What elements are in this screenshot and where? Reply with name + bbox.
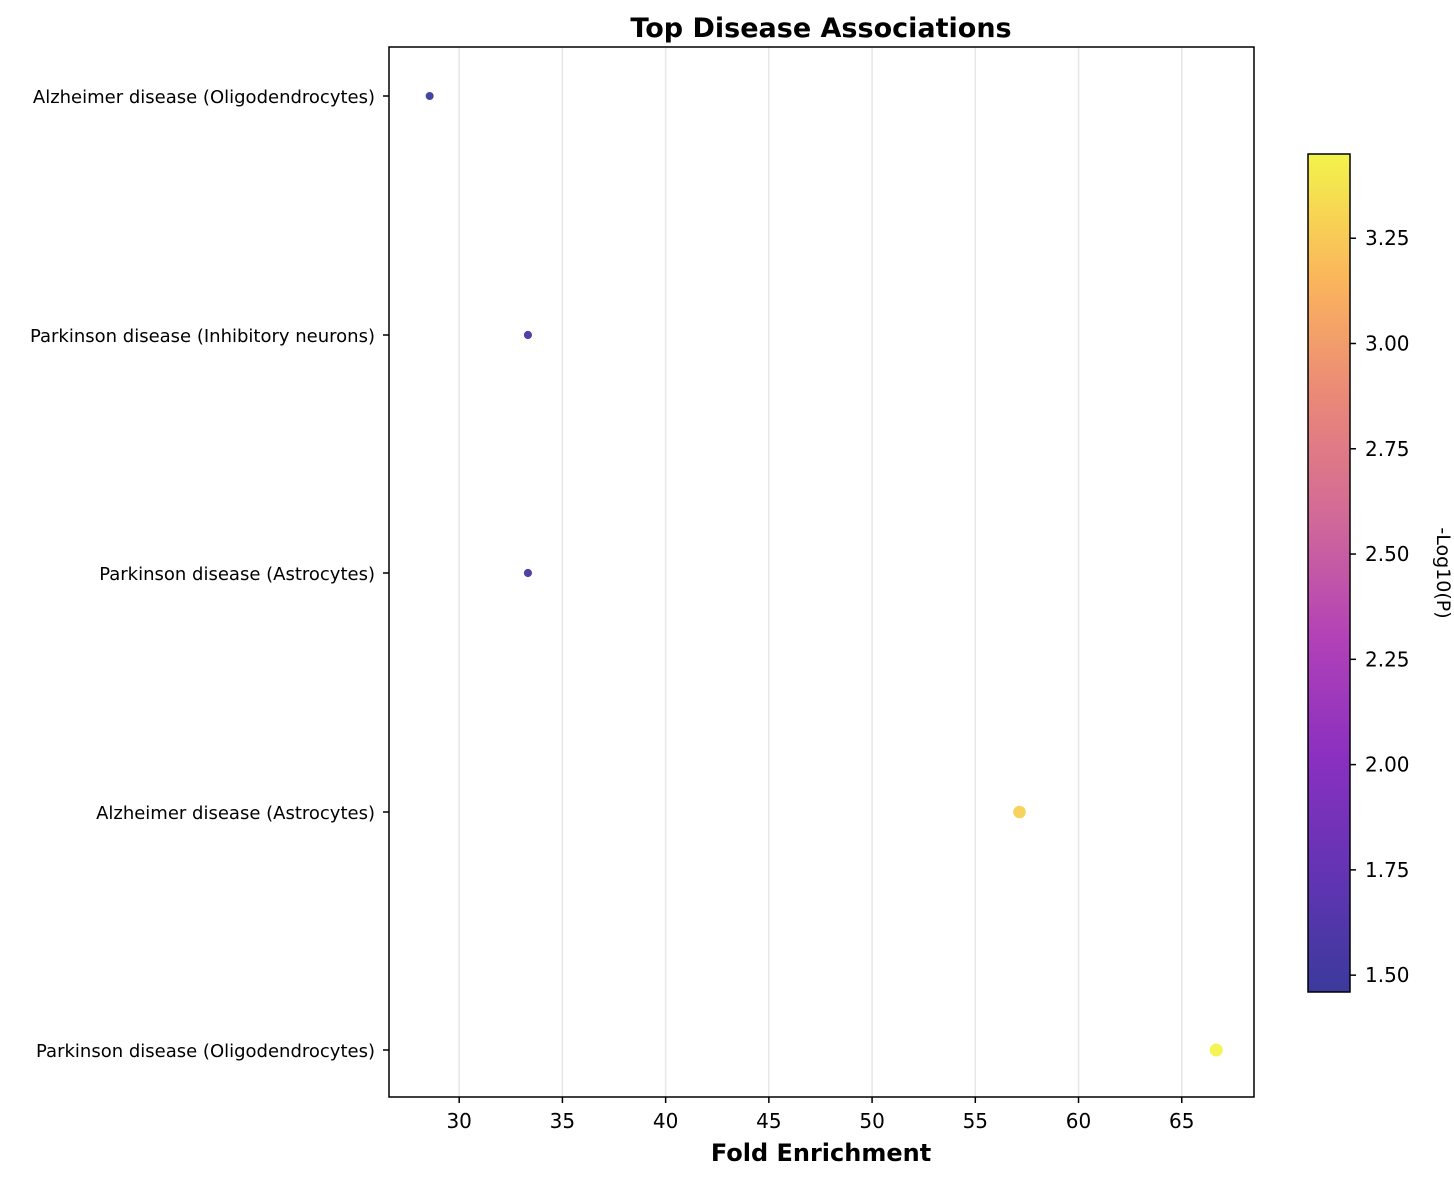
y-tick-label: Alzheimer disease (Oligodendrocytes) [33, 87, 375, 108]
x-axis: 30 35 40 45 50 55 60 65 [446, 1097, 1194, 1133]
x-axis-label: Fold Enrichment [711, 1139, 931, 1167]
x-tick-label: 55 [963, 1109, 988, 1133]
colorbar-tick-label: 1.75 [1365, 858, 1410, 882]
colorbar-tick-label: 2.50 [1365, 542, 1410, 566]
colorbar-tick-label: 3.00 [1365, 331, 1410, 355]
y-axis: Alzheimer disease (Oligodendrocytes) Park… [30, 87, 389, 1062]
data-point [522, 329, 534, 341]
colorbar-label: -Log10(P) [1432, 527, 1454, 618]
x-tick-label: 40 [653, 1109, 678, 1133]
x-tick-label: 50 [859, 1109, 884, 1133]
colorbar-tick-label: 2.25 [1365, 647, 1410, 671]
data-point [1208, 1042, 1224, 1058]
x-tick-label: 45 [756, 1109, 781, 1133]
colorbar-tick-label: 2.75 [1365, 437, 1410, 461]
data-points [424, 91, 1224, 1058]
colorbar-tick-label: 3.25 [1365, 226, 1410, 250]
colorbar [1307, 153, 1351, 993]
chart-title: Top Disease Associations [630, 13, 1011, 44]
x-tick-label: 65 [1169, 1109, 1194, 1133]
y-tick-label: Parkinson disease (Inhibitory neurons) [30, 326, 375, 347]
colorbar-tick-label: 1.50 [1365, 963, 1410, 987]
data-point [424, 91, 435, 101]
x-tick-label: 60 [1066, 1109, 1091, 1133]
y-tick-label: Parkinson disease (Astrocytes) [99, 564, 375, 585]
data-point [1012, 804, 1027, 820]
data-point [522, 567, 534, 579]
x-tick-label: 35 [550, 1109, 575, 1133]
colorbar-axis: 1.50 1.75 2.00 2.25 2.50 2.75 3.00 3.25 [1350, 226, 1410, 987]
grid [458, 47, 1183, 1097]
y-tick-label: Parkinson disease (Oligodendrocytes) [36, 1041, 375, 1062]
colorbar-tick-label: 2.00 [1365, 753, 1410, 777]
plot-area-frame [388, 46, 1255, 1098]
y-tick-label: Alzheimer disease (Astrocytes) [96, 803, 375, 824]
x-tick-label: 30 [446, 1109, 471, 1133]
